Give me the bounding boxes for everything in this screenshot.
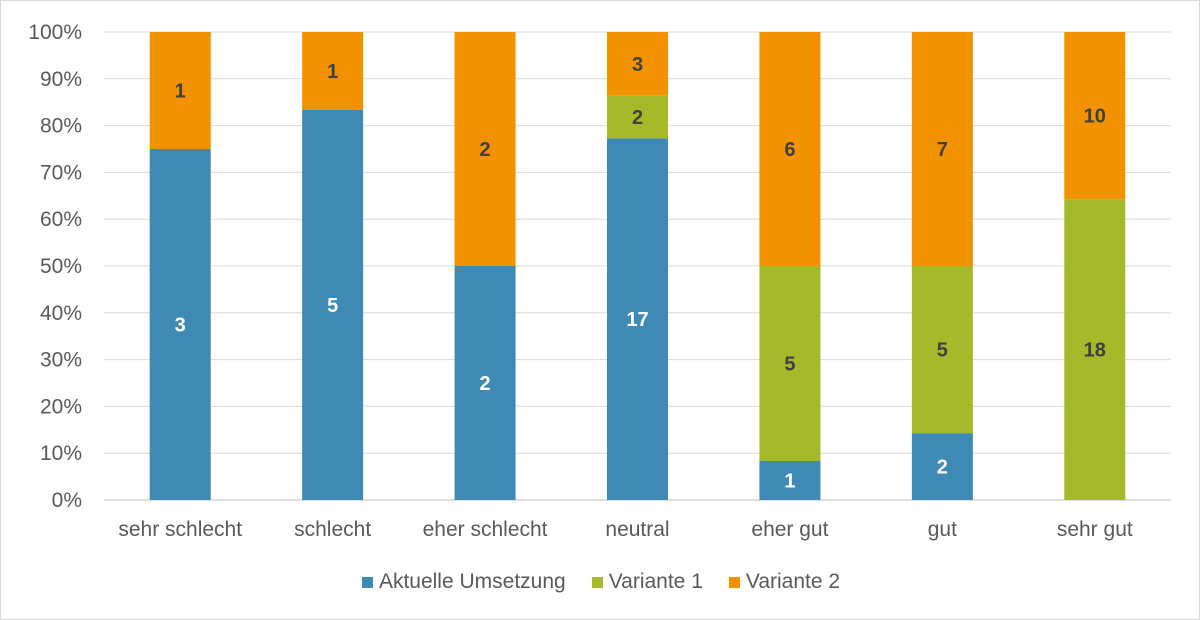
data-label: 1	[327, 61, 338, 83]
data-label: 17	[626, 309, 648, 331]
bar-segment	[759, 461, 821, 500]
y-tick-label: 70%	[40, 161, 82, 184]
bar-segment	[607, 32, 668, 96]
bar-segment	[607, 138, 668, 500]
x-category-label: neutral	[605, 518, 669, 541]
x-category-label: eher gut	[751, 518, 828, 541]
data-label: 7	[937, 139, 948, 161]
bar-segment	[1064, 32, 1126, 200]
y-tick-label: 10%	[40, 442, 82, 465]
y-tick-label: 40%	[40, 302, 82, 325]
x-category-label: sehr gut	[1057, 518, 1133, 541]
y-tick-label: 100%	[28, 21, 82, 44]
bar-segment	[911, 433, 973, 500]
bar-segment	[759, 32, 821, 266]
y-tick-label: 50%	[40, 255, 82, 278]
data-label: 2	[480, 373, 491, 395]
data-label: 2	[632, 107, 643, 129]
bar-segment	[607, 95, 668, 139]
y-tick-label: 20%	[40, 395, 82, 418]
legend-item: Variante 2	[728, 570, 841, 594]
data-label: 1	[175, 81, 186, 103]
y-tick-label: 80%	[40, 115, 82, 138]
data-label: 1	[784, 471, 795, 493]
data-label: 10	[1084, 106, 1106, 128]
bar-segment	[302, 110, 364, 500]
chart-legend: Aktuelle Umsetzung Variante 1 Variante 2	[1, 567, 1200, 597]
bar-segment	[149, 32, 211, 149]
y-tick-label: 30%	[40, 349, 82, 372]
legend-swatch	[361, 576, 373, 588]
stacked-bar-chart: 0%10%20%30%40%50%60%70%80%90%100%301sehr…	[28, 21, 1171, 541]
y-tick-label: 60%	[40, 208, 82, 231]
data-label: 18	[1084, 340, 1106, 362]
bar-segment	[911, 32, 973, 266]
legend-label: Variante 1	[608, 570, 703, 593]
y-tick-label: 0%	[52, 489, 82, 512]
data-label: 6	[784, 139, 795, 161]
x-category-label: schlecht	[294, 518, 371, 541]
data-label: 2	[937, 457, 948, 479]
data-label: 5	[784, 354, 795, 376]
bar-segment	[302, 32, 364, 110]
legend-label: Aktuelle Umsetzung	[378, 570, 566, 593]
y-tick-label: 90%	[40, 68, 82, 91]
bar-segment	[911, 266, 973, 434]
bar-segment	[454, 32, 516, 266]
x-category-label: sehr schlecht	[118, 518, 242, 541]
data-label: 5	[327, 295, 338, 317]
bar-segment	[454, 266, 516, 500]
bar-segment	[149, 149, 211, 500]
data-label: 5	[937, 340, 948, 362]
legend-swatch	[728, 576, 740, 588]
bar-segment	[1064, 199, 1126, 500]
bar-segment	[759, 266, 821, 461]
legend-item: Aktuelle Umsetzung	[361, 570, 566, 594]
legend-swatch	[591, 576, 603, 588]
data-label: 3	[175, 315, 186, 337]
data-label: 3	[632, 54, 643, 76]
data-label: 2	[480, 139, 491, 161]
legend-item: Variante 1	[591, 570, 703, 594]
legend-label: Variante 2	[745, 570, 841, 593]
x-category-label: gut	[928, 518, 957, 541]
x-category-label: eher schlecht	[423, 518, 548, 541]
